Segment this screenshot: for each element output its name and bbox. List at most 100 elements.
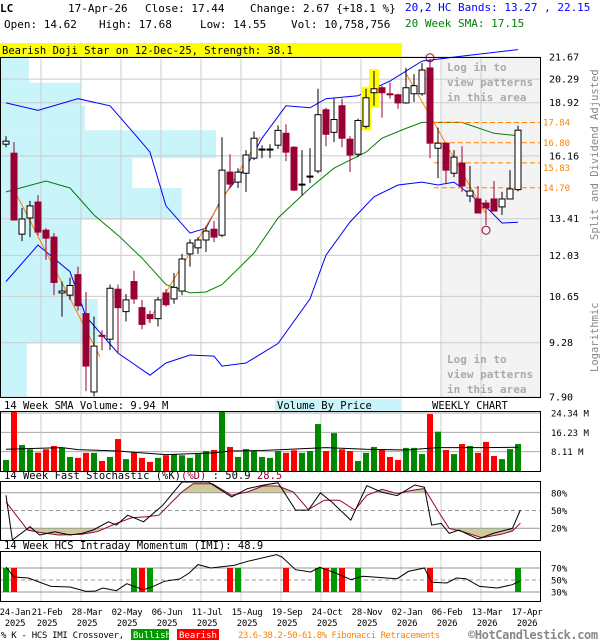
- crossover-bearish-marker: [139, 568, 145, 592]
- candle-body: [226, 171, 234, 185]
- candle: [426, 59, 434, 159]
- pattern-marker-circle: [481, 225, 491, 235]
- candle: [122, 294, 130, 322]
- volume-bar: [411, 447, 417, 471]
- candle: [442, 142, 450, 184]
- login-overlay-bottom[interactable]: Log in to view patterns in this area: [447, 353, 533, 396]
- imi-line: [5, 554, 521, 592]
- volume-by-price-bar: [1, 57, 29, 83]
- stochastic-label-d: (%D): [181, 470, 206, 482]
- candle: [234, 168, 242, 189]
- date-axis-label: 02-Jan: [392, 608, 423, 618]
- login-text-line[interactable]: in this area: [447, 383, 526, 396]
- stochastic-panel-border: [0, 481, 541, 541]
- candle-body: [338, 105, 346, 139]
- volume-by-price-bar: [1, 158, 133, 188]
- login-text-line[interactable]: in this area: [447, 91, 526, 104]
- candle-body: [66, 284, 74, 296]
- login-overlay-top[interactable]: Log in to view patterns in this area: [447, 61, 533, 104]
- candle: [186, 239, 194, 267]
- candle: [226, 154, 234, 189]
- volume-bar: [147, 461, 153, 471]
- open-value: Open: 14.62: [4, 18, 77, 31]
- trend-line: [147, 136, 261, 323]
- volume-bar: [475, 452, 481, 471]
- candle-body: [258, 148, 266, 151]
- candle-body: [210, 228, 218, 238]
- stochastic-panel-label: 14 Week Fast Stochastic (%K)(%D) : 50.9 …: [4, 470, 282, 482]
- candle: [146, 310, 154, 324]
- date-axis-year: 2025: [77, 619, 97, 629]
- candle: [170, 272, 178, 304]
- candle-body: [250, 137, 258, 159]
- stochastic-axis-label: 20%: [551, 525, 568, 535]
- volume-bar: [227, 446, 233, 471]
- candle: [298, 150, 306, 195]
- candle-body: [146, 314, 154, 320]
- imi-panel: [0, 551, 540, 601]
- date-axis-year: 2025: [277, 619, 297, 629]
- date-axis-label: 02-May: [112, 608, 144, 618]
- login-text-line[interactable]: Log in to: [447, 353, 507, 366]
- volume-bar: [203, 450, 209, 471]
- candle: [250, 131, 258, 161]
- candle: [82, 291, 90, 392]
- price-axis-label: 9.28: [549, 338, 573, 349]
- volume-by-price-bar: [1, 343, 27, 398]
- candle-body: [10, 152, 18, 221]
- candle-body: [402, 87, 410, 104]
- trend-line: [404, 71, 486, 214]
- date-axis-year: 2026: [397, 619, 417, 629]
- date-axis-year: 2025: [237, 619, 257, 629]
- candle-body: [426, 67, 434, 144]
- candle: [218, 137, 226, 238]
- candle: [66, 277, 74, 300]
- volume-panel-label: 14 Week SMA Volume: 9.94 M: [4, 400, 168, 412]
- volume-bar: [139, 457, 145, 471]
- crossover-bullish-marker: [315, 568, 321, 592]
- candle-body: [2, 140, 10, 145]
- candle: [362, 88, 370, 129]
- candle: [290, 146, 298, 192]
- candle-body: [306, 175, 314, 178]
- candle: [242, 150, 250, 192]
- bands-readout: 20,2 HC Bands: 13.27 , 22.15: [405, 1, 590, 14]
- crossover-bullish-marker: [3, 568, 9, 592]
- oversold-fill: [6, 528, 521, 538]
- stochastic-label-k-value: : 50.9: [206, 470, 257, 482]
- volume-bar: [83, 452, 89, 471]
- volume-bar: [11, 412, 17, 471]
- ticker-symbol: LC: [0, 2, 13, 15]
- candle: [282, 124, 290, 162]
- adjusted-label: Split and Dividend Adjusted: [589, 69, 600, 240]
- volume-bar: [195, 454, 201, 471]
- candle-body: [378, 87, 386, 94]
- volume-by-price-label: Volume By Price: [277, 400, 372, 412]
- login-text-line[interactable]: view patterns: [447, 368, 533, 381]
- login-text-line[interactable]: view patterns: [447, 76, 533, 89]
- candle: [354, 118, 362, 158]
- close-value: Close: 17.44: [145, 2, 225, 15]
- candle: [58, 281, 66, 317]
- login-text-line[interactable]: Log in to: [447, 61, 507, 74]
- candle-body: [74, 274, 82, 307]
- volume-axis-label: 24.34 M: [551, 409, 590, 419]
- copyright-watermark[interactable]: ©HotCandlestick.com: [468, 628, 598, 640]
- fibonacci-label: 15.83: [543, 164, 570, 174]
- volume-panel-border: [0, 411, 541, 472]
- pattern-banner[interactable]: Bearish Doji Star on 12-Dec-25, Strength…: [2, 45, 293, 57]
- candle-body: [234, 171, 242, 183]
- stochastic-panel: [0, 481, 540, 541]
- volume-bar: [179, 455, 185, 471]
- sma-line: [5, 121, 519, 294]
- fibonacci-label: 17.84: [543, 119, 570, 129]
- candle-body: [418, 69, 426, 95]
- volume-bar: [355, 460, 361, 471]
- date-axis-label: 19-Sep: [272, 608, 303, 618]
- candle-body: [386, 93, 394, 96]
- low-value: Low: 14.55: [200, 18, 266, 31]
- candle: [514, 125, 522, 192]
- candle-body: [330, 119, 338, 133]
- candle: [482, 199, 490, 226]
